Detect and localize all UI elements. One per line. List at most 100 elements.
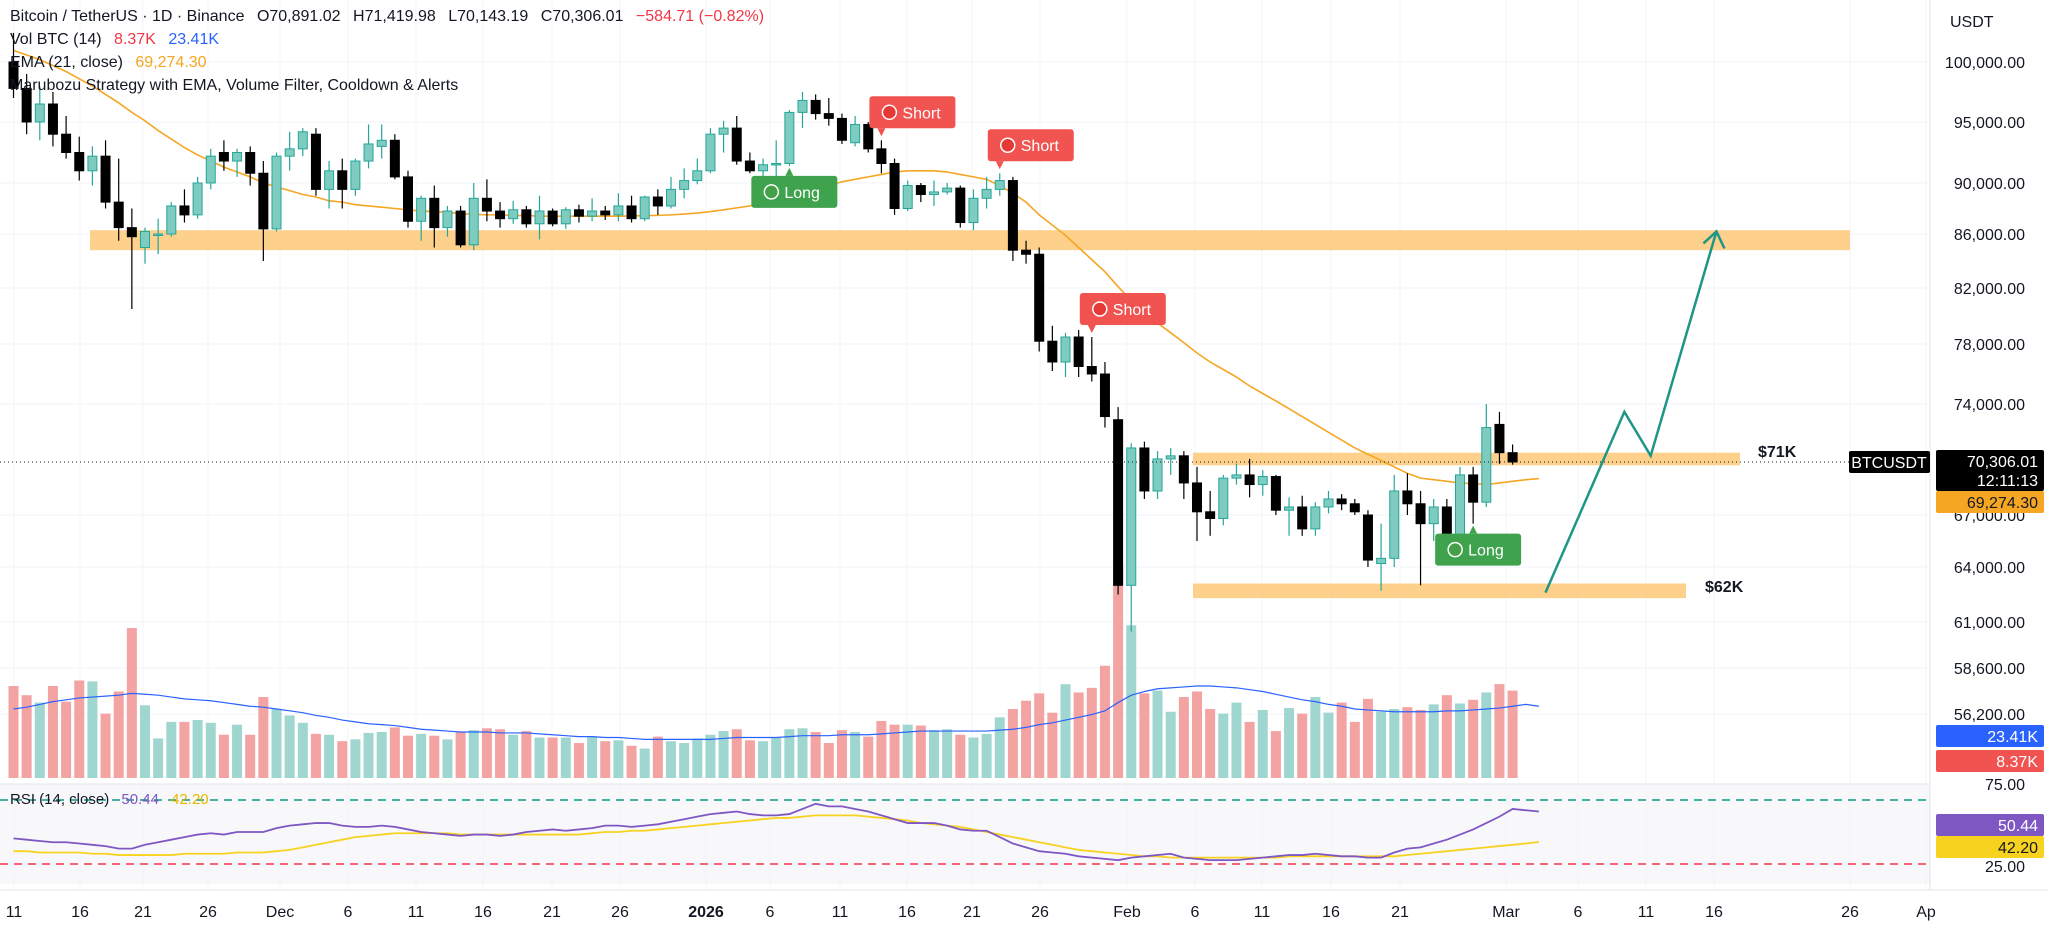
- candle[interactable]: [1113, 407, 1124, 595]
- candle[interactable]: [245, 146, 256, 186]
- candle[interactable]: [1389, 474, 1400, 567]
- candle[interactable]: [915, 183, 926, 203]
- candle[interactable]: [192, 176, 203, 219]
- candle[interactable]: [1086, 337, 1097, 382]
- candle[interactable]: [1073, 330, 1084, 377]
- candle[interactable]: [34, 86, 45, 141]
- candle[interactable]: [784, 110, 795, 166]
- candle[interactable]: [1362, 510, 1373, 567]
- candle[interactable]: [166, 202, 177, 237]
- candle[interactable]: [626, 195, 637, 223]
- candle[interactable]: [1455, 466, 1465, 540]
- candle[interactable]: [389, 134, 400, 180]
- candle[interactable]: [560, 207, 571, 229]
- candle[interactable]: [981, 176, 992, 209]
- candle[interactable]: [797, 92, 808, 129]
- candle[interactable]: [495, 202, 506, 228]
- candle[interactable]: [1428, 498, 1439, 541]
- candle[interactable]: [337, 158, 348, 209]
- candle[interactable]: [955, 185, 966, 228]
- candle[interactable]: [140, 227, 150, 264]
- candle[interactable]: [1310, 502, 1321, 536]
- candle[interactable]: [718, 120, 729, 153]
- candle[interactable]: [1284, 497, 1295, 536]
- candle[interactable]: [1336, 494, 1347, 511]
- candle[interactable]: [481, 179, 492, 222]
- candle[interactable]: [652, 189, 663, 215]
- candle[interactable]: [521, 205, 532, 228]
- candle[interactable]: [889, 158, 900, 215]
- candle[interactable]: [1257, 470, 1268, 496]
- candle[interactable]: [363, 124, 374, 169]
- ema-legend[interactable]: EMA (21, close) 69,274.30: [10, 54, 215, 72]
- candle[interactable]: [310, 128, 321, 196]
- candle[interactable]: [271, 152, 282, 232]
- candle[interactable]: [1270, 474, 1281, 515]
- short-signal[interactable]: Short: [869, 96, 956, 137]
- candle[interactable]: [87, 146, 98, 186]
- projection-arrow[interactable]: [1544, 231, 1718, 594]
- candle[interactable]: [74, 136, 85, 181]
- candle[interactable]: [994, 173, 1005, 196]
- long-signal[interactable]: Long: [751, 167, 838, 208]
- candle[interactable]: [376, 124, 387, 159]
- candle[interactable]: [902, 180, 913, 212]
- candle[interactable]: [1297, 495, 1308, 536]
- candle[interactable]: [1007, 176, 1018, 261]
- candle[interactable]: [1205, 490, 1216, 536]
- candle[interactable]: [47, 92, 58, 147]
- candle[interactable]: [1231, 463, 1242, 485]
- candle[interactable]: [705, 128, 716, 174]
- candle[interactable]: [1468, 466, 1479, 524]
- candle[interactable]: [1376, 523, 1387, 591]
- candle[interactable]: [508, 200, 519, 224]
- candle[interactable]: [153, 218, 164, 255]
- candle[interactable]: [600, 205, 611, 220]
- candle[interactable]: [113, 158, 124, 241]
- candle[interactable]: [744, 152, 755, 174]
- strategy-legend[interactable]: Marubozu Strategy with EMA, Volume Filte…: [10, 77, 466, 95]
- candle[interactable]: [929, 180, 939, 206]
- candle[interactable]: [21, 74, 32, 135]
- candle[interactable]: [468, 183, 479, 251]
- candle[interactable]: [442, 205, 453, 237]
- candle[interactable]: [297, 128, 308, 157]
- candle[interactable]: [1034, 247, 1045, 352]
- candle[interactable]: [1047, 325, 1058, 371]
- candle[interactable]: [1178, 451, 1189, 499]
- candle[interactable]: [968, 189, 979, 231]
- short-signal[interactable]: Short: [1079, 293, 1166, 333]
- candle[interactable]: [455, 205, 466, 248]
- candle[interactable]: [429, 185, 440, 248]
- candle[interactable]: [416, 195, 427, 241]
- candle[interactable]: [1099, 362, 1110, 428]
- candle[interactable]: [100, 140, 111, 209]
- candle[interactable]: [258, 161, 269, 261]
- candle[interactable]: [403, 170, 413, 228]
- candle[interactable]: [205, 148, 216, 190]
- candle[interactable]: [61, 116, 72, 159]
- price-scale[interactable]: USDT 100,000.00 95,000.00 90,000.00 86,000.0…: [1929, 0, 2048, 929]
- candle[interactable]: [863, 122, 874, 153]
- support-resistance-zone[interactable]: [1193, 452, 1740, 466]
- candle[interactable]: [1192, 466, 1202, 541]
- time-axis[interactable]: 11 16 21 26 Dec 6 11 16 21 26 2026 6 11 16 21 26 Feb 6 11 1…: [0, 889, 2048, 921]
- candle[interactable]: [573, 204, 584, 223]
- candle[interactable]: [1244, 458, 1255, 498]
- candle[interactable]: [1494, 411, 1505, 464]
- candle[interactable]: [679, 168, 690, 199]
- short-signal[interactable]: Short: [987, 129, 1074, 170]
- support-resistance-zone[interactable]: [90, 230, 1850, 251]
- candle[interactable]: [1126, 443, 1137, 632]
- candle[interactable]: [876, 140, 887, 174]
- candle[interactable]: [731, 116, 742, 165]
- candle[interactable]: [232, 148, 243, 177]
- candle[interactable]: [324, 161, 335, 209]
- candle[interactable]: [1139, 441, 1150, 499]
- candle[interactable]: [1060, 332, 1071, 377]
- candle[interactable]: [771, 140, 782, 177]
- candle[interactable]: [836, 113, 847, 144]
- candle[interactable]: [810, 94, 821, 120]
- candle[interactable]: [942, 183, 953, 195]
